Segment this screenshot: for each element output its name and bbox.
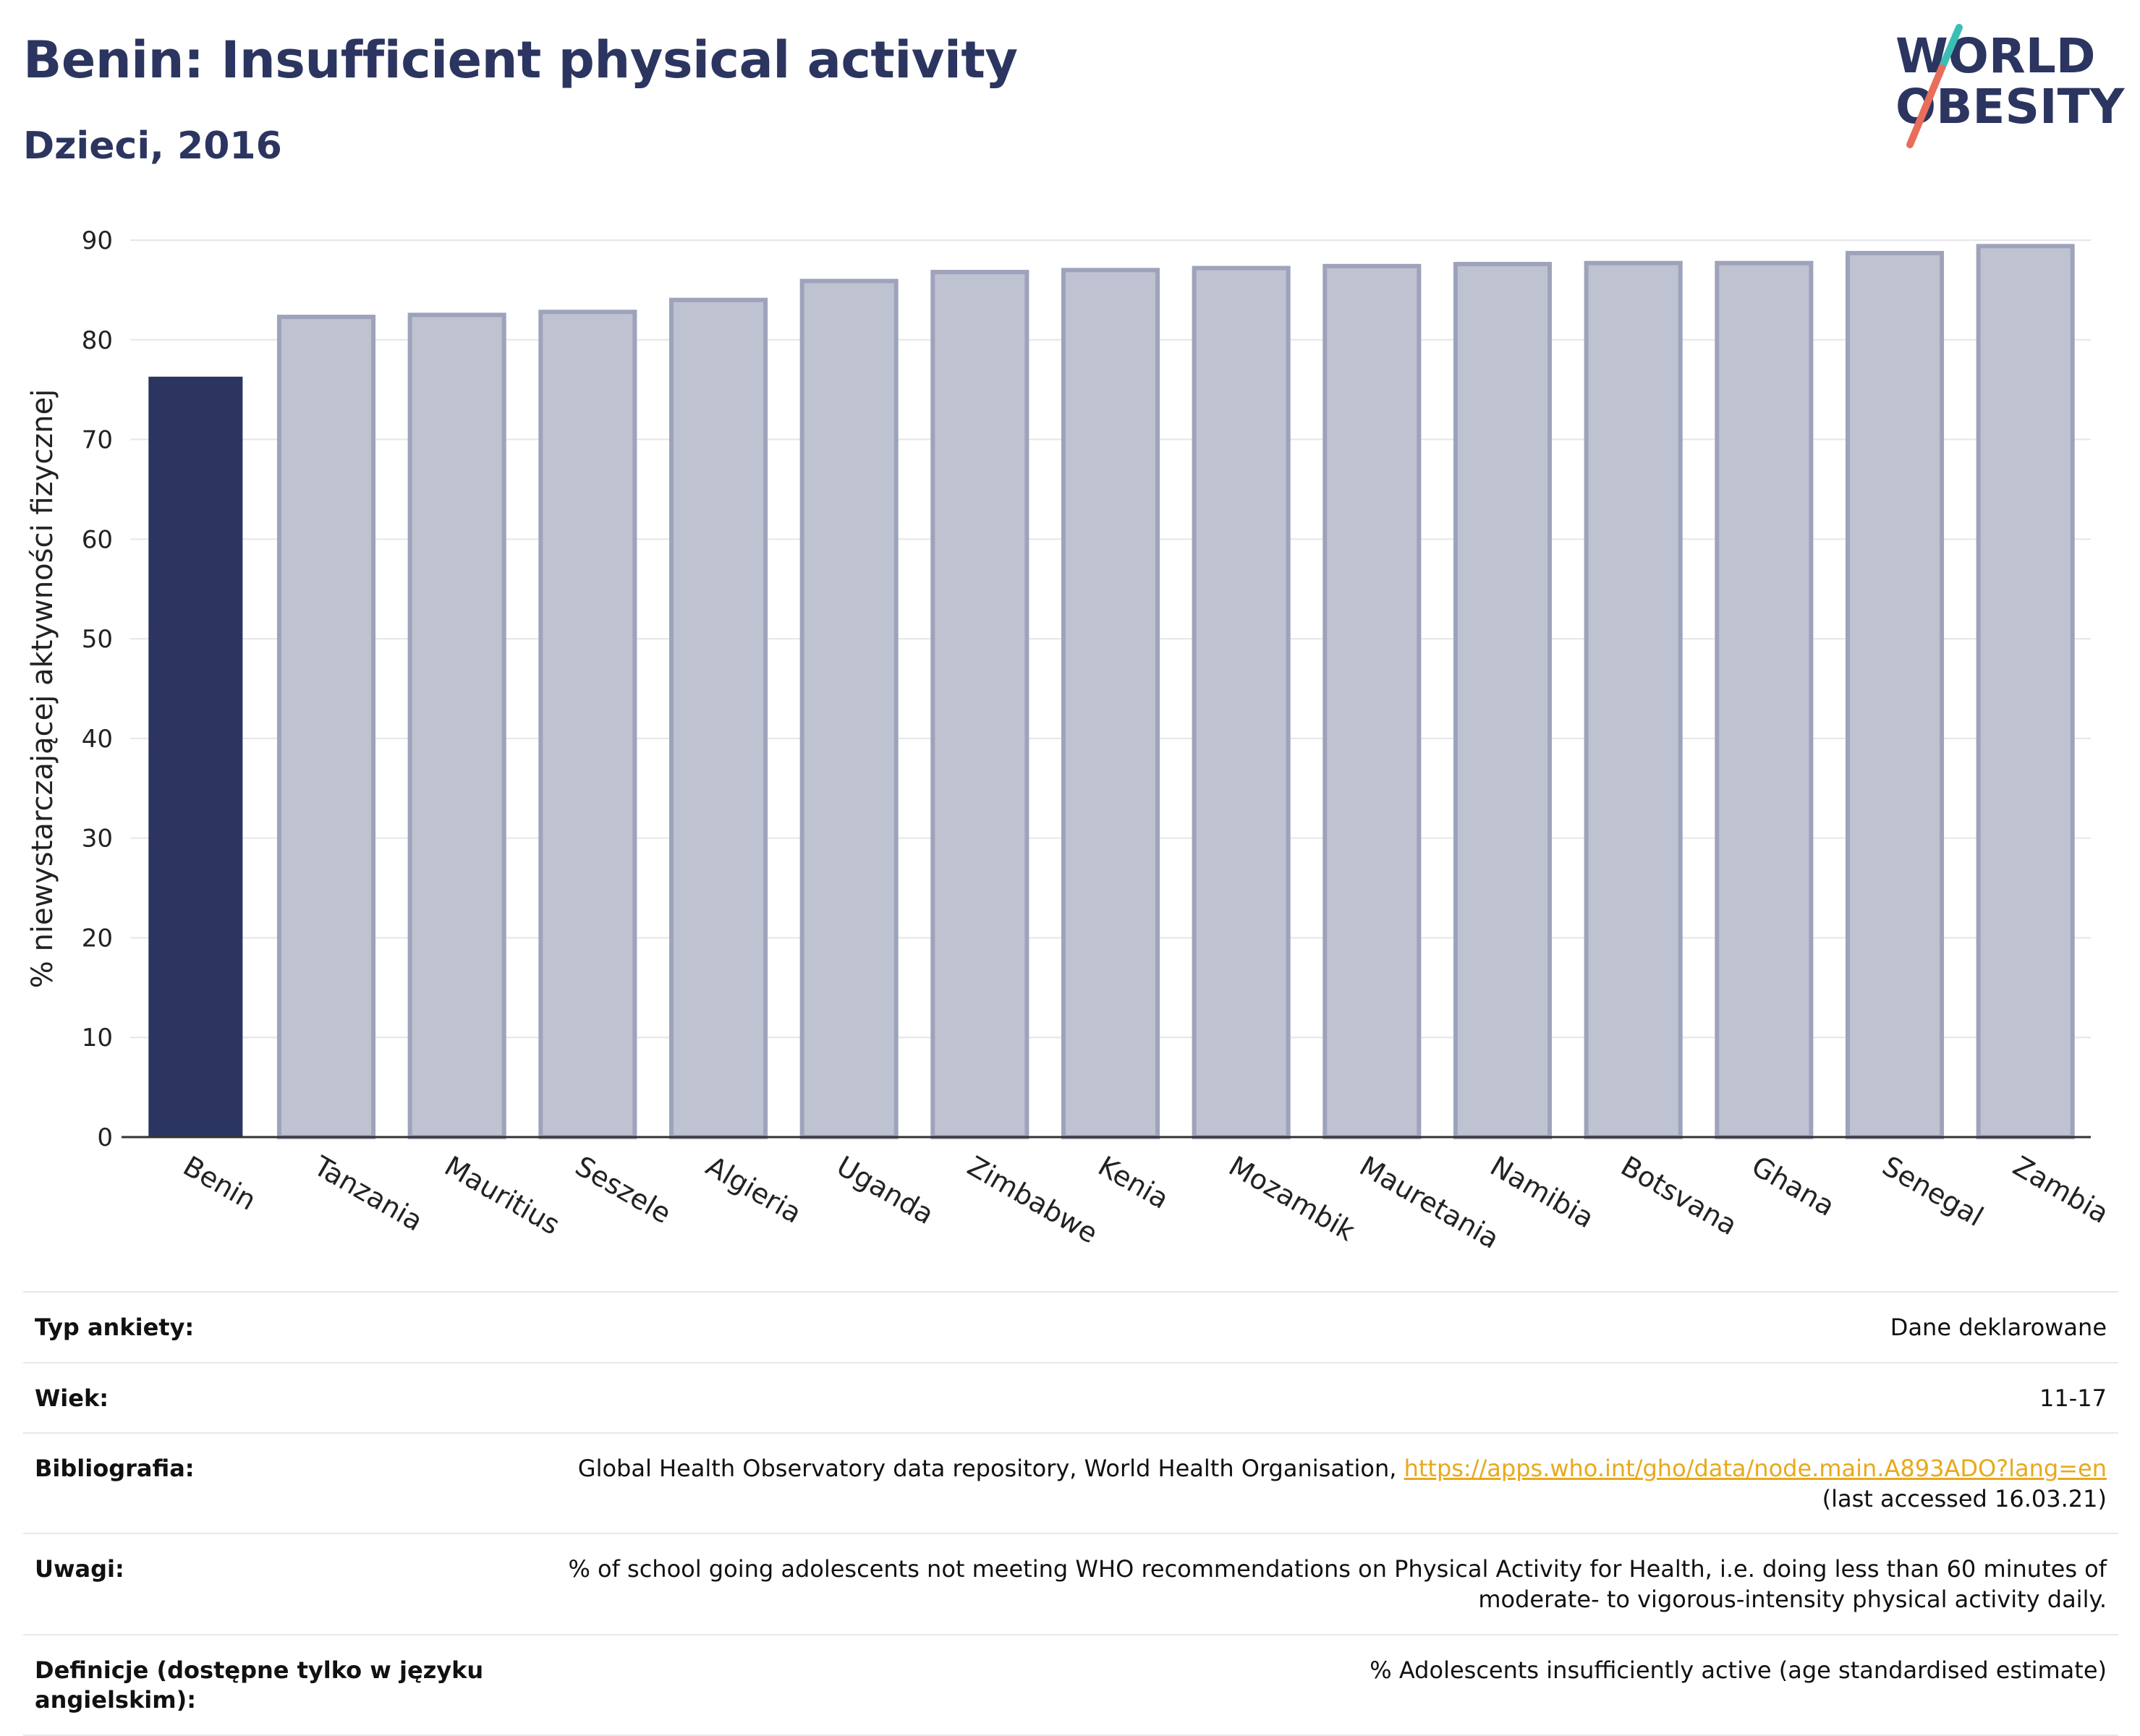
meta-value: Dane deklarowane — [1890, 1314, 2107, 1341]
meta-row-bibliography: Bibliografia: Global Health Observatory … — [23, 1434, 2118, 1535]
world-obesity-logo: WORLD OBESITY — [1895, 24, 2126, 148]
bar-mauretania — [1322, 263, 1422, 1139]
y-tick-label: 30 — [82, 825, 113, 854]
meta-row-definitions: Definicje (dostępne tylko w języku angie… — [23, 1635, 2118, 1736]
bar-ghana — [1715, 260, 1814, 1140]
y-axis-label: % niewystarczającej aktywności fizycznej — [26, 389, 59, 989]
meta-row-survey-type: Typ ankiety: Dane deklarowane — [23, 1293, 2118, 1363]
x-tick-label: Benin — [178, 1150, 262, 1217]
x-tick-label: Algieria — [701, 1150, 807, 1230]
meta-value: 11-17 — [2039, 1384, 2107, 1412]
bar-chart: 0 10 20 30 40 50 60 70 80 90 % niewystarczającej a… — [26, 226, 2114, 1255]
bibliography-text: Global Health Observatory data repositor… — [577, 1455, 1404, 1483]
bar-mozambik — [1192, 265, 1291, 1140]
bar-seszele — [538, 310, 637, 1140]
chart-title: Benin: Insufficient physical activity — [23, 30, 1018, 90]
meta-label: Uwagi: — [35, 1555, 124, 1583]
y-tick-label: 80 — [82, 326, 113, 355]
metadata-table: Typ ankiety: Dane deklarowane Wiek: 11-1… — [23, 1291, 2118, 1736]
x-tick-label: Zimbabwe — [962, 1150, 1103, 1250]
meta-label: Bibliografia: — [35, 1455, 195, 1483]
meta-value: % of school going adolescents not meetin… — [568, 1555, 2107, 1613]
y-tick-label: 40 — [82, 725, 113, 754]
logo-line1: WORLD — [1895, 28, 2096, 84]
bar-namibia — [1453, 262, 1553, 1140]
bar-tanzania — [276, 315, 376, 1140]
y-tick-label: 90 — [82, 226, 113, 255]
meta-label: Typ ankiety: — [35, 1314, 195, 1341]
meta-label: Definicje (dostępne tylko w języku angie… — [35, 1656, 484, 1714]
meta-row-age: Wiek: 11-17 — [23, 1363, 2118, 1434]
x-tick-label: Mauritius — [439, 1150, 565, 1241]
bar-zambia — [1976, 244, 2075, 1139]
x-tick-label: Senegal — [1877, 1150, 1989, 1233]
chart-subtitle: Dzieci, 2016 — [23, 124, 282, 168]
x-tick-label: Ghana — [1746, 1150, 1840, 1222]
x-tick-label: Kenia — [1093, 1150, 1174, 1215]
bar-mauritius — [407, 312, 506, 1139]
y-tick-label: 70 — [82, 426, 113, 455]
x-tick-label: Zambia — [2008, 1150, 2114, 1230]
logo-slash-bottom — [1906, 64, 1945, 148]
bibliography-link[interactable]: https://apps.who.int/gho/data/node.main.… — [1404, 1455, 2107, 1483]
x-tick-label: Mozambik — [1223, 1150, 1360, 1248]
y-tick-label: 60 — [82, 525, 113, 554]
bar-benin — [148, 376, 243, 1137]
meta-value: Global Health Observatory data repositor… — [515, 1454, 2107, 1514]
bibliography-accessed: (last accessed 16.03.21) — [1822, 1484, 2107, 1512]
meta-value: % Adolescents insufficiently active (age… — [1370, 1656, 2107, 1684]
meta-label: Wiek: — [35, 1384, 109, 1412]
y-tick-label: 50 — [82, 625, 113, 654]
x-tick-label: Uganda — [831, 1150, 939, 1230]
y-tick-label: 20 — [82, 924, 113, 953]
bar-kenia — [1061, 268, 1160, 1139]
bar-algieria — [668, 297, 768, 1140]
x-tick-label: Tanzania — [308, 1149, 428, 1237]
x-tick-label: Seszele — [570, 1150, 676, 1230]
bar-senegal — [1845, 250, 1945, 1139]
x-tick-label: Mauretania — [1354, 1150, 1505, 1255]
x-tick-label: Botsvana — [1615, 1150, 1742, 1242]
logo-slash-top — [1938, 24, 1963, 72]
x-tick-label: Namibia — [1485, 1150, 1600, 1235]
bar-uganda — [799, 278, 899, 1139]
bar-botsvana — [1584, 260, 1683, 1140]
bar-zimbabwe — [930, 270, 1029, 1140]
y-tick-label: 10 — [82, 1024, 113, 1052]
y-tick-label: 0 — [97, 1123, 113, 1152]
meta-row-notes: Uwagi: % of school going adolescents not… — [23, 1534, 2118, 1635]
